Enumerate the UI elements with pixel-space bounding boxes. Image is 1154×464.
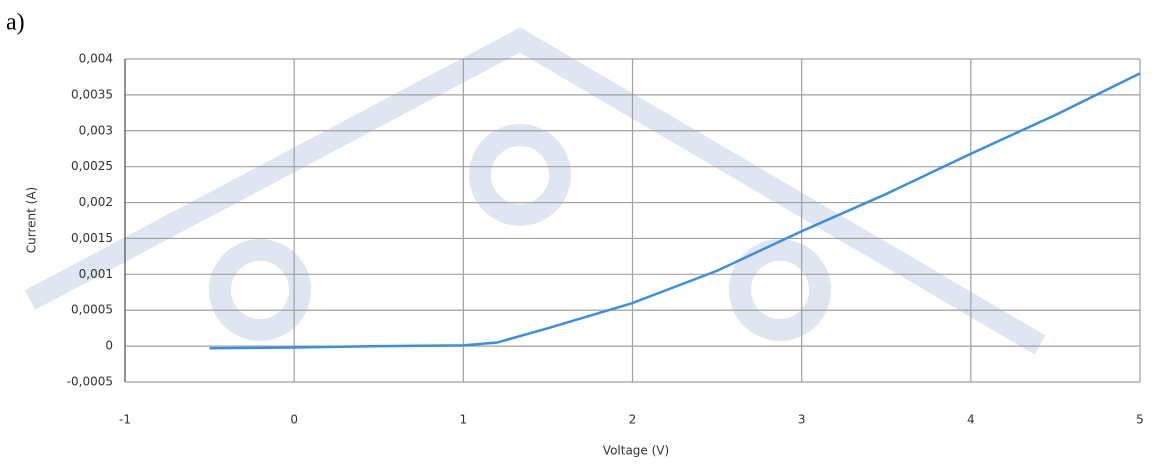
y-tick-label: 0,0035: [71, 87, 113, 101]
y-tick-label: -0,0005: [67, 375, 113, 389]
data-line: [209, 72, 1141, 350]
y-tick-label: 0: [105, 339, 113, 353]
y-tick-label: 0,0025: [71, 159, 113, 173]
x-tick-label: 3: [798, 413, 806, 427]
y-tick-label: 0,002: [79, 195, 113, 209]
y-tick-label: 0,0005: [71, 303, 113, 317]
x-tick-label: 4: [967, 413, 975, 427]
y-tick-label: 0,004: [79, 52, 113, 66]
y-tick-label: 0,0015: [71, 231, 113, 245]
panel-label: a): [6, 10, 25, 36]
x-tick-label: 0: [290, 413, 298, 427]
x-tick-label: 2: [629, 413, 637, 427]
y-tick-label: 0,003: [79, 123, 113, 137]
x-tick-label: -1: [119, 413, 131, 427]
x-tick-label: 5: [1136, 413, 1144, 427]
x-tick-label: 1: [460, 413, 468, 427]
watermark: [24, 27, 1046, 355]
y-axis-title: Current (A): [25, 187, 39, 253]
x-axis-title: Voltage (V): [603, 444, 669, 458]
y-tick-label: 0,001: [79, 267, 113, 281]
